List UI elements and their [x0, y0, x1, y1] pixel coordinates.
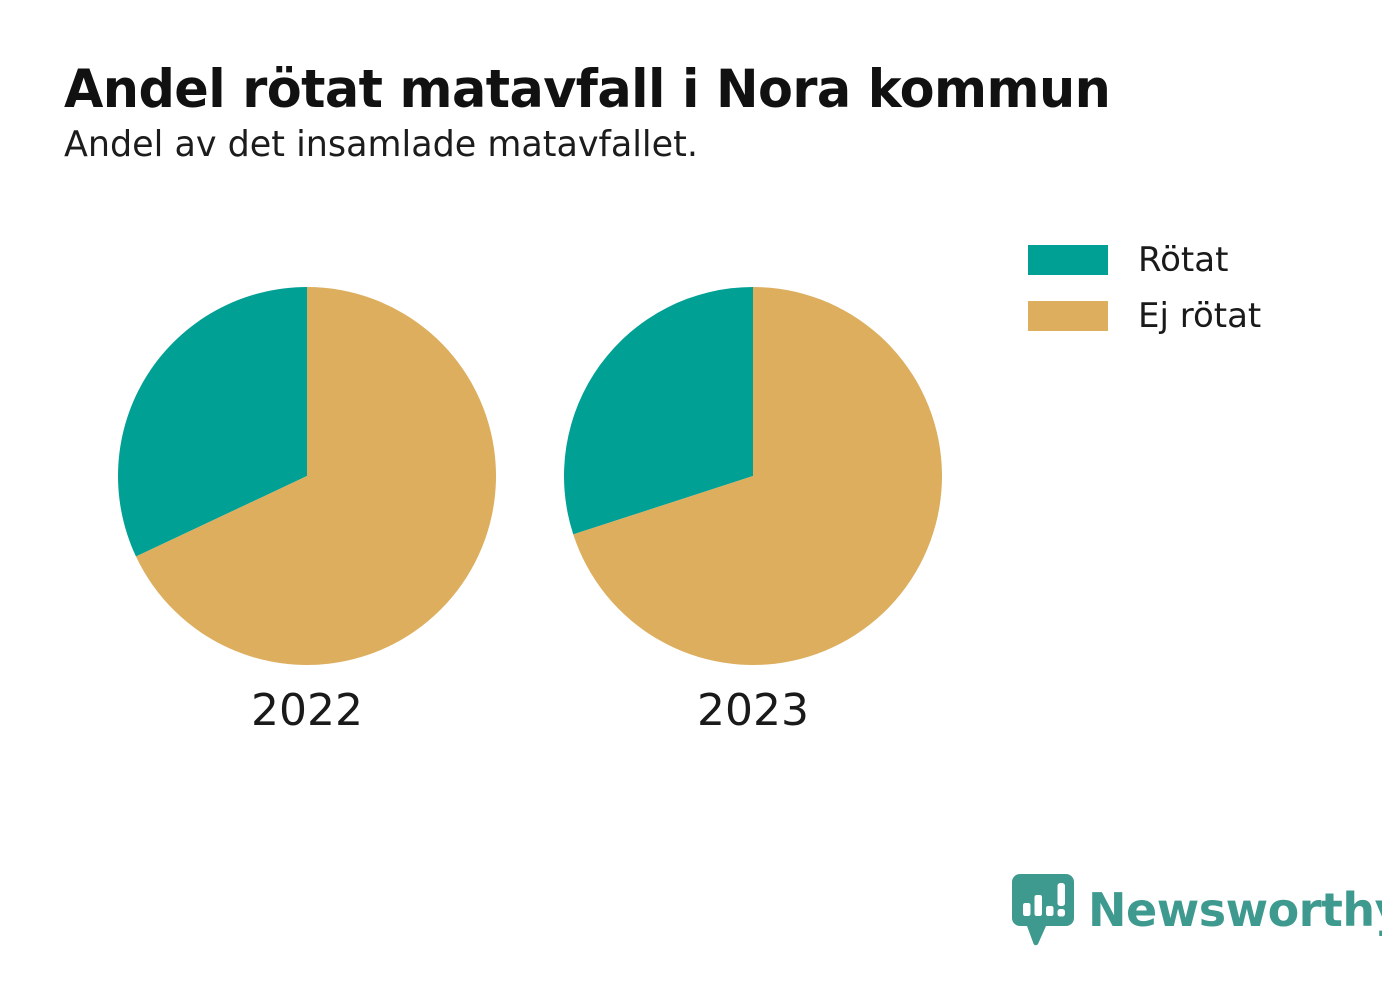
pie-svg-2023: [564, 287, 943, 665]
pie-slice-ej-rötat[interactable]: [573, 287, 943, 665]
legend-swatch-rotat: [1028, 245, 1108, 275]
pie-slice-rötat[interactable]: [118, 287, 307, 557]
pie-chart-2022[interactable]: [107, 276, 507, 676]
newsworthy-logo[interactable]: Newsworthy: [1012, 874, 1382, 946]
legend-label-rotat: Rötat: [1138, 240, 1229, 280]
legend-item-ej-rotat[interactable]: Ej rötat: [1028, 288, 1261, 344]
page-title: Andel rötat matavfall i Nora kommun: [64, 59, 1111, 120]
pie-slices-2023: [564, 287, 943, 665]
pie-slice-ej-rötat[interactable]: [135, 286, 497, 665]
legend-label-ej-rotat: Ej rötat: [1138, 296, 1262, 336]
pie-year-label-2022: 2022: [251, 685, 363, 736]
newsworthy-bar-chart-bubble-icon: [1012, 874, 1074, 946]
pie-chart-2023[interactable]: [553, 276, 953, 676]
chart-header: Andel rötat matavfall i Nora kommun Ande…: [64, 62, 1314, 166]
pie-year-label-2023: 2023: [697, 685, 809, 736]
page-subtitle: Andel av det insamlade matavfallet.: [64, 124, 698, 166]
legend-swatch-ej-rotat: [1028, 301, 1108, 331]
pie-slices-2022: [118, 286, 497, 665]
newsworthy-wordmark: Newsworthy: [1088, 883, 1382, 937]
pie-slice-rötat[interactable]: [564, 287, 753, 535]
legend-item-rotat[interactable]: Rötat: [1028, 232, 1261, 288]
pie-svg-2022: [118, 286, 497, 665]
chart-legend: Rötat Ej rötat: [1028, 232, 1261, 344]
